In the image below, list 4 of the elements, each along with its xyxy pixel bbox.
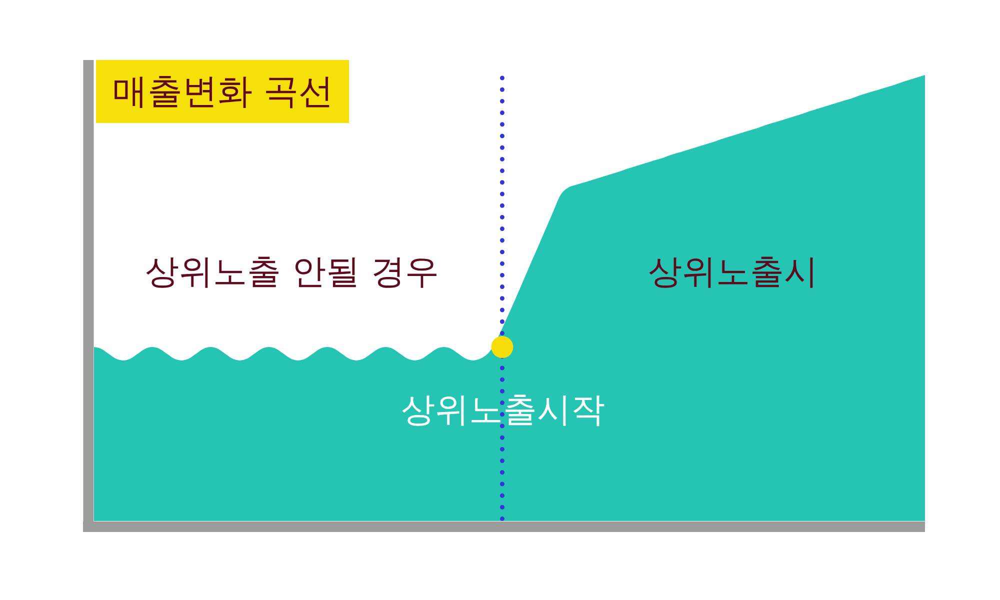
annotation: 상위노출시작 bbox=[401, 390, 605, 430]
annotation: 상위노출시 bbox=[648, 252, 818, 292]
annotation: 상위노출 안될 경우 bbox=[145, 252, 439, 292]
chart-title: 매출변화 곡선 bbox=[112, 72, 334, 112]
